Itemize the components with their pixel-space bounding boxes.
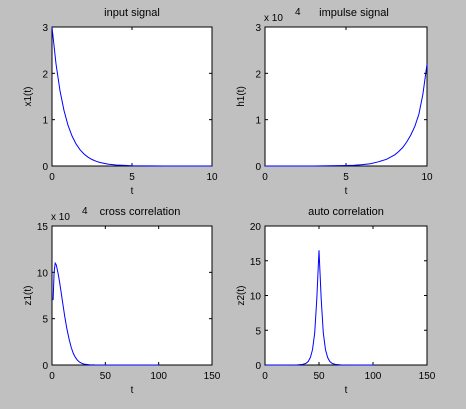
chart-title: cross correlation [100, 206, 181, 218]
exponent-power: 4 [295, 7, 301, 18]
series-line [52, 261, 159, 366]
plot-area [264, 225, 428, 366]
x-axis-label: t [345, 385, 348, 396]
x-tick-label: 10 [206, 172, 218, 183]
series-line [266, 250, 375, 366]
x-tick-label: 0 [49, 371, 55, 382]
y-axis-label: x1(t) [23, 87, 34, 107]
plot-area [51, 26, 213, 167]
exponent-power: 4 [82, 206, 88, 217]
y-tick-label: 5 [42, 315, 48, 326]
y-axis-label: h1(t) [236, 86, 247, 107]
y-tick-label: 3 [42, 23, 48, 34]
plot-area [264, 26, 428, 167]
x-axis-label: t [131, 385, 134, 396]
chart-4: 0 50 100 150 0 5 10 15 20 auto correlation t z2(t) [236, 206, 436, 396]
y-tick-label: 2 [255, 69, 261, 80]
y-tick-label: 15 [250, 257, 262, 268]
plot-area [51, 225, 213, 366]
series-line [51, 26, 212, 167]
y-tick-label: 2 [42, 69, 48, 80]
y-tick-label: 10 [250, 292, 262, 303]
x-axis-label: t [345, 186, 348, 197]
x-tick-label: 5 [129, 172, 135, 183]
x-tick-label: 0 [49, 172, 55, 183]
y-tick-label: 1 [42, 116, 48, 127]
chart-3: 0 50 100 150 0 5 10 15 cross correlation t z1(t) x … [23, 206, 221, 396]
x-tick-label: 50 [100, 371, 112, 382]
chart-2: 0 5 10 0 1 2 3 impulse signal t h1(t) x 10 4 [236, 7, 433, 197]
x-tick-label: 0 [262, 371, 268, 382]
chart-title: impulse signal [319, 7, 389, 19]
y-tick-label: 10 [37, 268, 49, 279]
y-tick-label: 5 [255, 326, 261, 337]
y-tick-label: 3 [255, 23, 261, 34]
x-tick-label: 100 [365, 371, 382, 382]
x-axis-label: t [131, 186, 134, 197]
y-axis-label: z2(t) [236, 286, 247, 306]
exponent-label: x 10 [264, 13, 283, 24]
y-tick-label: 0 [255, 361, 261, 372]
chart-title: auto correlation [308, 206, 384, 218]
x-tick-label: 100 [150, 371, 167, 382]
x-tick-label: 10 [421, 172, 433, 183]
y-tick-label: 0 [42, 361, 48, 372]
y-tick-label: 0 [255, 162, 261, 173]
y-axis-label: z1(t) [23, 286, 34, 306]
y-tick-label: 15 [37, 222, 49, 233]
x-tick-label: 150 [419, 371, 436, 382]
x-tick-label: 0 [262, 172, 268, 183]
series-line [265, 64, 428, 167]
y-tick-label: 1 [255, 116, 261, 127]
y-tick-label: 20 [250, 222, 262, 233]
y-tick-label: 0 [42, 162, 48, 173]
x-tick-label: 5 [343, 172, 349, 183]
x-tick-label: 50 [313, 371, 325, 382]
chart-1: 0 5 10 0 1 2 3 input signal t x1(t) [23, 7, 218, 197]
x-tick-label: 150 [204, 371, 221, 382]
chart-title: input signal [104, 7, 160, 19]
exponent-label: x 10 [51, 212, 70, 223]
